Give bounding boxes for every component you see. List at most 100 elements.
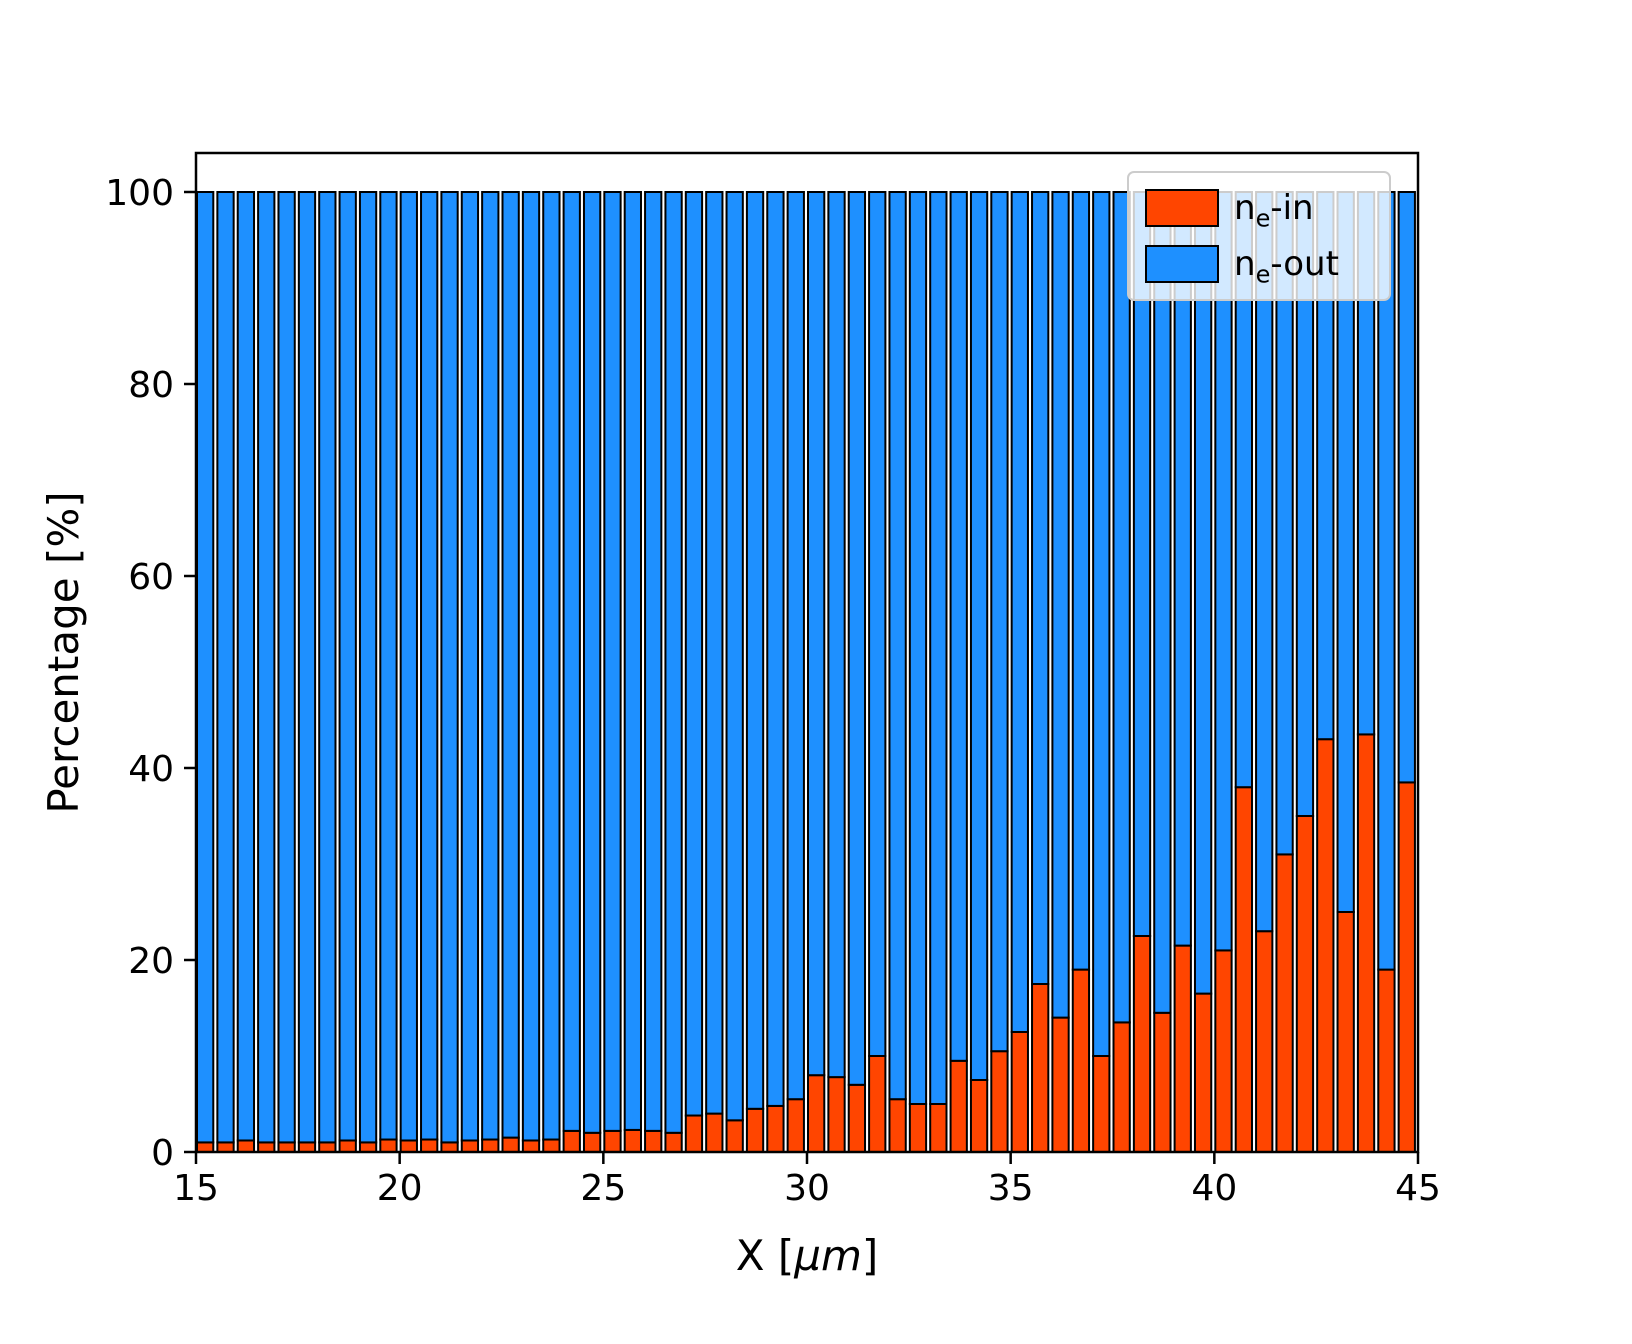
bar-ne-out-segment bbox=[603, 191, 622, 1132]
bar-ne-out-segment bbox=[1377, 191, 1396, 971]
bar-ne-in-segment bbox=[481, 1138, 500, 1154]
bar-ne-out-segment bbox=[786, 191, 805, 1101]
x-tick-label: 40 bbox=[1191, 1168, 1237, 1209]
bar-ne-in-segment bbox=[725, 1119, 744, 1153]
bar-ne-out-segment bbox=[929, 191, 948, 1105]
bar-ne-out-segment bbox=[1214, 191, 1233, 952]
bar-ne-in-segment bbox=[1173, 944, 1192, 1153]
bar-ne-in-segment bbox=[1214, 949, 1233, 1154]
bar-ne-in-segment bbox=[1092, 1055, 1111, 1153]
bar-ne-out-segment bbox=[888, 191, 907, 1101]
bar-ne-in-segment bbox=[644, 1129, 663, 1154]
bar-ne-out-segment bbox=[949, 191, 968, 1062]
bar-ne-out-segment bbox=[420, 191, 439, 1141]
bar-ne-out-segment bbox=[1255, 191, 1274, 933]
bar-ne-in-segment bbox=[745, 1107, 765, 1154]
bar-ne-in-segment bbox=[379, 1138, 398, 1154]
bar-ne-out-segment bbox=[236, 191, 256, 1142]
bar-ne-in-segment bbox=[1193, 992, 1213, 1153]
bar-ne-out-segment bbox=[501, 191, 520, 1139]
bar-ne-in-segment bbox=[664, 1131, 683, 1154]
bar-ne-out-segment bbox=[521, 191, 541, 1142]
bar-ne-in-segment bbox=[1397, 781, 1416, 1154]
bar-ne-in-segment bbox=[196, 1141, 215, 1154]
bar-ne-in-segment bbox=[1255, 930, 1274, 1154]
bar-ne-in-segment bbox=[297, 1141, 317, 1154]
bar-ne-out-segment bbox=[990, 191, 1009, 1053]
bar-ne-in-segment bbox=[990, 1050, 1009, 1153]
y-axis-label: Percentage [%] bbox=[39, 491, 88, 813]
y-axis: 0 20 40 60 80 100 bbox=[105, 173, 196, 1174]
bar-ne-out-segment bbox=[1112, 191, 1131, 1024]
bar-ne-out-segment bbox=[807, 191, 826, 1077]
legend-label-ne-in: ne-in bbox=[1234, 188, 1314, 232]
bar-ne-out-segment bbox=[196, 191, 215, 1144]
bar-ne-in-segment bbox=[1336, 911, 1355, 1153]
bar-ne-out-segment bbox=[1153, 191, 1172, 1014]
legend: ne-in ne-out bbox=[1127, 171, 1391, 301]
bar-ne-out-segment bbox=[908, 191, 928, 1105]
bar-ne-in-segment bbox=[1356, 733, 1376, 1154]
bar-ne-in-segment bbox=[807, 1074, 826, 1153]
x-tick-label: 35 bbox=[988, 1168, 1034, 1209]
bar-ne-out-segment bbox=[440, 191, 459, 1144]
bar-ne-in-segment bbox=[542, 1138, 561, 1154]
bar-ne-in-segment bbox=[684, 1114, 704, 1154]
bar-ne-in-segment bbox=[929, 1103, 948, 1153]
bar-ne-in-segment bbox=[786, 1098, 805, 1153]
bar-ne-in-segment bbox=[827, 1076, 846, 1153]
bar-ne-out-segment bbox=[1010, 191, 1029, 1033]
bar-ne-out-segment bbox=[644, 191, 663, 1132]
bar-ne-out-segment bbox=[562, 191, 581, 1132]
y-tick-label: 20 bbox=[128, 941, 174, 982]
bar-ne-in-segment bbox=[603, 1129, 622, 1154]
bar-ne-in-segment bbox=[582, 1131, 602, 1154]
bar-ne-in-segment bbox=[847, 1083, 867, 1154]
legend-label-ne-out: ne-out bbox=[1234, 244, 1339, 288]
bar-ne-out-segment bbox=[745, 191, 765, 1110]
bar-ne-in-segment bbox=[338, 1139, 357, 1153]
bar-ne-out-segment bbox=[827, 191, 846, 1079]
bar-ne-in-segment bbox=[236, 1139, 256, 1153]
y-tick-label: 100 bbox=[105, 173, 174, 214]
bar-ne-in-segment bbox=[1316, 738, 1335, 1153]
bar-ne-in-segment bbox=[908, 1103, 928, 1153]
bar-ne-in-segment bbox=[1071, 968, 1091, 1153]
x-tick-label: 30 bbox=[784, 1168, 830, 1209]
bar-ne-out-segment bbox=[623, 191, 642, 1131]
legend-swatch-ne-out bbox=[1145, 245, 1219, 283]
bar-ne-out-segment bbox=[1173, 191, 1192, 947]
bar-ne-out-segment bbox=[725, 191, 744, 1122]
bar-ne-out-segment bbox=[1193, 191, 1213, 995]
bar-ne-out-segment bbox=[338, 191, 357, 1142]
bar-ne-in-segment bbox=[1051, 1016, 1070, 1153]
bar-ne-out-segment bbox=[1132, 191, 1152, 937]
bar-ne-in-segment bbox=[562, 1129, 581, 1154]
bar-ne-out-segment bbox=[297, 191, 317, 1144]
bar-ne-in-segment bbox=[1295, 815, 1315, 1153]
bar-ne-out-segment bbox=[868, 191, 887, 1057]
bar-ne-in-segment bbox=[1031, 983, 1050, 1153]
bar-ne-in-segment bbox=[257, 1141, 276, 1154]
x-axis-label: X [μm] bbox=[736, 1231, 879, 1280]
bar-ne-in-segment bbox=[1010, 1031, 1029, 1153]
bar-ne-out-segment bbox=[1397, 191, 1416, 784]
bar-ne-out-segment bbox=[1071, 191, 1091, 971]
bar-ne-in-segment bbox=[705, 1112, 724, 1153]
bar-ne-in-segment bbox=[1153, 1011, 1172, 1153]
bar-ne-in-segment bbox=[216, 1141, 235, 1154]
bar-ne-in-segment bbox=[501, 1136, 520, 1153]
bar-ne-out-segment bbox=[542, 191, 561, 1141]
bar-ne-out-segment bbox=[705, 191, 724, 1115]
bar-ne-in-segment bbox=[868, 1055, 887, 1153]
bar-ne-out-segment bbox=[1092, 191, 1111, 1057]
bar-ne-out-segment bbox=[379, 191, 398, 1141]
bar-ne-in-segment bbox=[623, 1128, 642, 1154]
bar-ne-out-segment bbox=[847, 191, 867, 1086]
x-tick-label: 20 bbox=[377, 1168, 423, 1209]
bar-ne-out-segment bbox=[481, 191, 500, 1141]
bar-ne-in-segment bbox=[949, 1059, 968, 1154]
bar-ne-in-segment bbox=[766, 1104, 785, 1154]
